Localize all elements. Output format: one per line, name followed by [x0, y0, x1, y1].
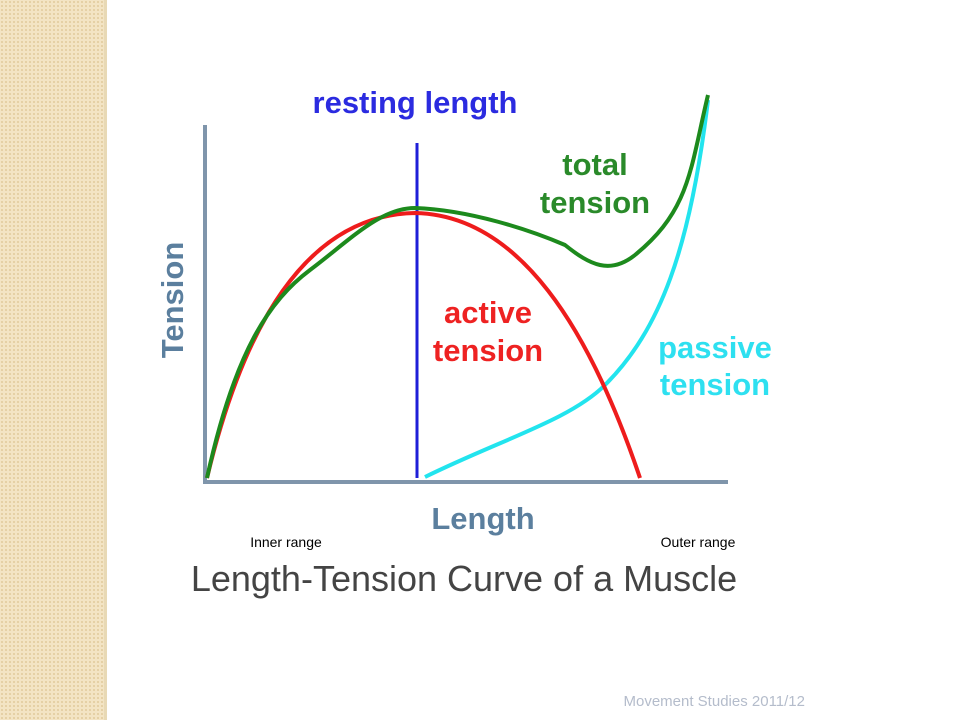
footer: Movement Studies 2011/12 [623, 693, 805, 710]
total-label: total [562, 147, 627, 182]
x-axis-label: Length [431, 501, 534, 536]
resting-label: resting length [313, 85, 518, 120]
outer-label: Outer range [661, 534, 736, 550]
active-label: active [444, 295, 532, 330]
total-curve [205, 94, 710, 479]
passive-label: passive [658, 330, 772, 365]
caption: Length-Tension Curve of a Muscle [191, 558, 737, 599]
passive-label: tension [660, 367, 770, 402]
side-strip [0, 0, 107, 720]
y-axis-label: Tension [155, 242, 190, 359]
total-label: tension [540, 185, 650, 220]
passive-curve [424, 99, 710, 479]
inner-label: Inner range [250, 534, 322, 550]
active-label: tension [433, 333, 543, 368]
